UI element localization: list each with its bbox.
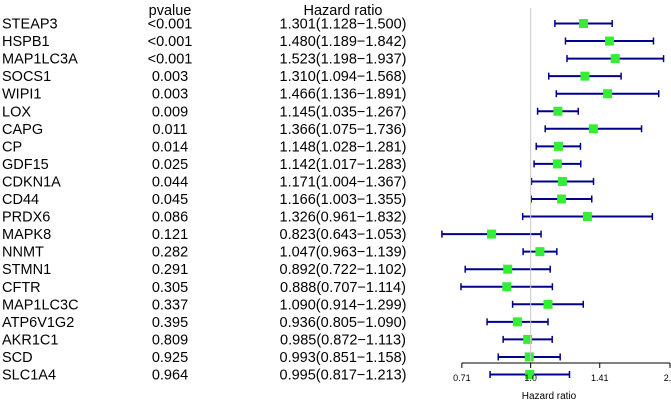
gene-label: CP xyxy=(2,139,22,155)
pvalue-cell: <0.001 xyxy=(148,17,193,33)
gene-label: HSPB1 xyxy=(2,34,50,50)
hazard-ratio-point xyxy=(610,54,620,64)
hazard-ratio-point xyxy=(503,264,513,274)
gene-label: CD44 xyxy=(2,192,39,208)
gene-label: SLC1A4 xyxy=(2,368,56,384)
hazard-ratio-cell: 1.166(1.003−1.355) xyxy=(280,192,407,208)
hazard-ratio-point xyxy=(502,282,512,292)
table-rows: STEAP3 <0.001 1.301(1.128−1.500) HSPB1 <0.00… xyxy=(2,17,406,384)
pvalue-cell: 0.395 xyxy=(152,315,188,331)
hazard-ratio-point xyxy=(553,141,563,151)
gene-label: MAP1LC3C xyxy=(2,297,79,313)
hazard-ratio-cell: 0.985(0.872−1.113) xyxy=(280,332,406,348)
hazard-ratio-point xyxy=(580,71,590,81)
pvalue-cell: 0.025 xyxy=(152,157,188,173)
pvalue-cell: 0.045 xyxy=(152,192,188,208)
pvalue-cell: 0.011 xyxy=(152,122,187,138)
gene-label: MAP1LC3A xyxy=(2,52,78,68)
pvalue-cell: 0.121 xyxy=(152,227,188,243)
hazard-ratio-point xyxy=(543,299,553,309)
hazard-ratio-cell: 1.310(1.094−1.568) xyxy=(280,69,407,85)
pvalue-cell: 0.291 xyxy=(152,262,188,278)
hazard-ratio-cell: 0.892(0.722−1.102) xyxy=(280,262,407,278)
hazard-ratio-point xyxy=(552,159,562,169)
pvalue-column-header: pvalue xyxy=(149,3,192,19)
hazard-ratio-point xyxy=(553,106,563,116)
gene-label: ATP6V1G2 xyxy=(2,315,74,331)
hazard-ratio-point xyxy=(582,212,592,222)
gene-label: MAPK8 xyxy=(2,227,51,243)
pvalue-cell: 0.044 xyxy=(152,174,188,190)
x-tick-label: 2.0 xyxy=(664,373,671,383)
pvalue-cell: <0.001 xyxy=(148,52,193,68)
pvalue-cell: 0.964 xyxy=(152,368,188,384)
hazard-ratio-point xyxy=(512,317,522,327)
pvalue-cell: 0.337 xyxy=(152,297,188,313)
hazard-ratio-point xyxy=(525,370,535,379)
hazard-ratio-cell: 1.090(0.914−1.299) xyxy=(280,297,407,313)
hazard-ratio-cell: 0.995(0.817−1.213) xyxy=(280,368,407,384)
hazard-ratio-cell: 1.480(1.189−1.842) xyxy=(280,34,407,50)
gene-label: STMN1 xyxy=(2,262,51,278)
gene-label: PRDX6 xyxy=(2,210,50,226)
hazard-ratio-cell: 1.047(0.963−1.139) xyxy=(280,245,407,261)
hazard-ratio-cell: 1.301(1.128−1.500) xyxy=(280,17,407,33)
pvalue-cell: <0.001 xyxy=(148,34,193,50)
x-axis-ticks: 0.71 1.0 1.41 2.0 xyxy=(453,363,671,383)
gene-label: NNMT xyxy=(2,245,44,261)
hazard-ratio-cell: 1.148(1.028−1.281) xyxy=(280,139,407,155)
hazard-ratio-point xyxy=(604,36,614,46)
hazard-ratio-cell: 1.523(1.198−1.937) xyxy=(280,52,407,68)
hazard-ratio-cell: 1.326(0.961−1.832) xyxy=(280,210,407,226)
x-tick-label: 1.41 xyxy=(591,373,609,383)
gene-label: SOCS1 xyxy=(2,69,51,85)
hazard-ratio-column-header: Hazard ratio xyxy=(304,3,383,19)
pvalue-cell: 0.086 xyxy=(152,210,188,226)
pvalue-cell: 0.809 xyxy=(152,332,188,348)
hazard-ratio-cell: 0.936(0.805−1.090) xyxy=(280,315,407,331)
pvalue-cell: 0.282 xyxy=(152,245,188,261)
pvalue-cell: 0.305 xyxy=(152,280,188,296)
pvalue-cell: 0.003 xyxy=(152,69,188,85)
gene-label: SCD xyxy=(2,350,33,366)
pvalue-cell: 0.014 xyxy=(152,139,188,155)
hazard-ratio-point xyxy=(557,176,567,186)
gene-label: CAPG xyxy=(2,122,43,138)
x-tick-label: 1.0 xyxy=(524,373,537,383)
gene-label: STEAP3 xyxy=(2,17,58,33)
chart-marks xyxy=(441,19,665,379)
x-axis-label: Hazard ratio xyxy=(522,391,577,402)
hazard-ratio-cell: 1.366(1.075−1.736) xyxy=(280,122,407,138)
gene-label: AKR1C1 xyxy=(2,332,58,348)
hazard-ratio-point xyxy=(523,334,533,344)
hazard-ratio-point xyxy=(535,247,545,257)
gene-label: CDKN1A xyxy=(2,174,61,190)
gene-label: CFTR xyxy=(2,280,41,296)
hazard-ratio-cell: 0.823(0.643−1.053) xyxy=(280,227,407,243)
hazard-ratio-point xyxy=(579,19,589,28)
gene-label: LOX xyxy=(2,104,31,120)
gene-label: GDF15 xyxy=(2,157,49,173)
pvalue-cell: 0.925 xyxy=(152,350,188,366)
hazard-ratio-cell: 1.466(1.136−1.891) xyxy=(280,87,407,103)
hazard-ratio-cell: 1.171(1.004−1.367) xyxy=(280,174,407,190)
hazard-ratio-point xyxy=(603,89,613,99)
x-tick-label: 0.71 xyxy=(453,373,471,383)
hazard-ratio-point xyxy=(524,352,534,362)
pvalue-cell: 0.009 xyxy=(152,104,188,120)
pvalue-cell: 0.003 xyxy=(152,87,188,103)
hazard-ratio-point xyxy=(588,124,598,134)
hazard-ratio-cell: 1.142(1.017−1.283) xyxy=(280,157,407,173)
gene-label: WIPI1 xyxy=(2,87,41,103)
hazard-ratio-cell: 0.993(0.851−1.158) xyxy=(280,350,407,366)
hazard-ratio-point xyxy=(557,194,567,204)
hazard-ratio-point xyxy=(487,229,497,239)
hazard-ratio-cell: 1.145(1.035−1.267) xyxy=(280,104,407,120)
hazard-ratio-cell: 0.888(0.707−1.114) xyxy=(280,280,406,296)
